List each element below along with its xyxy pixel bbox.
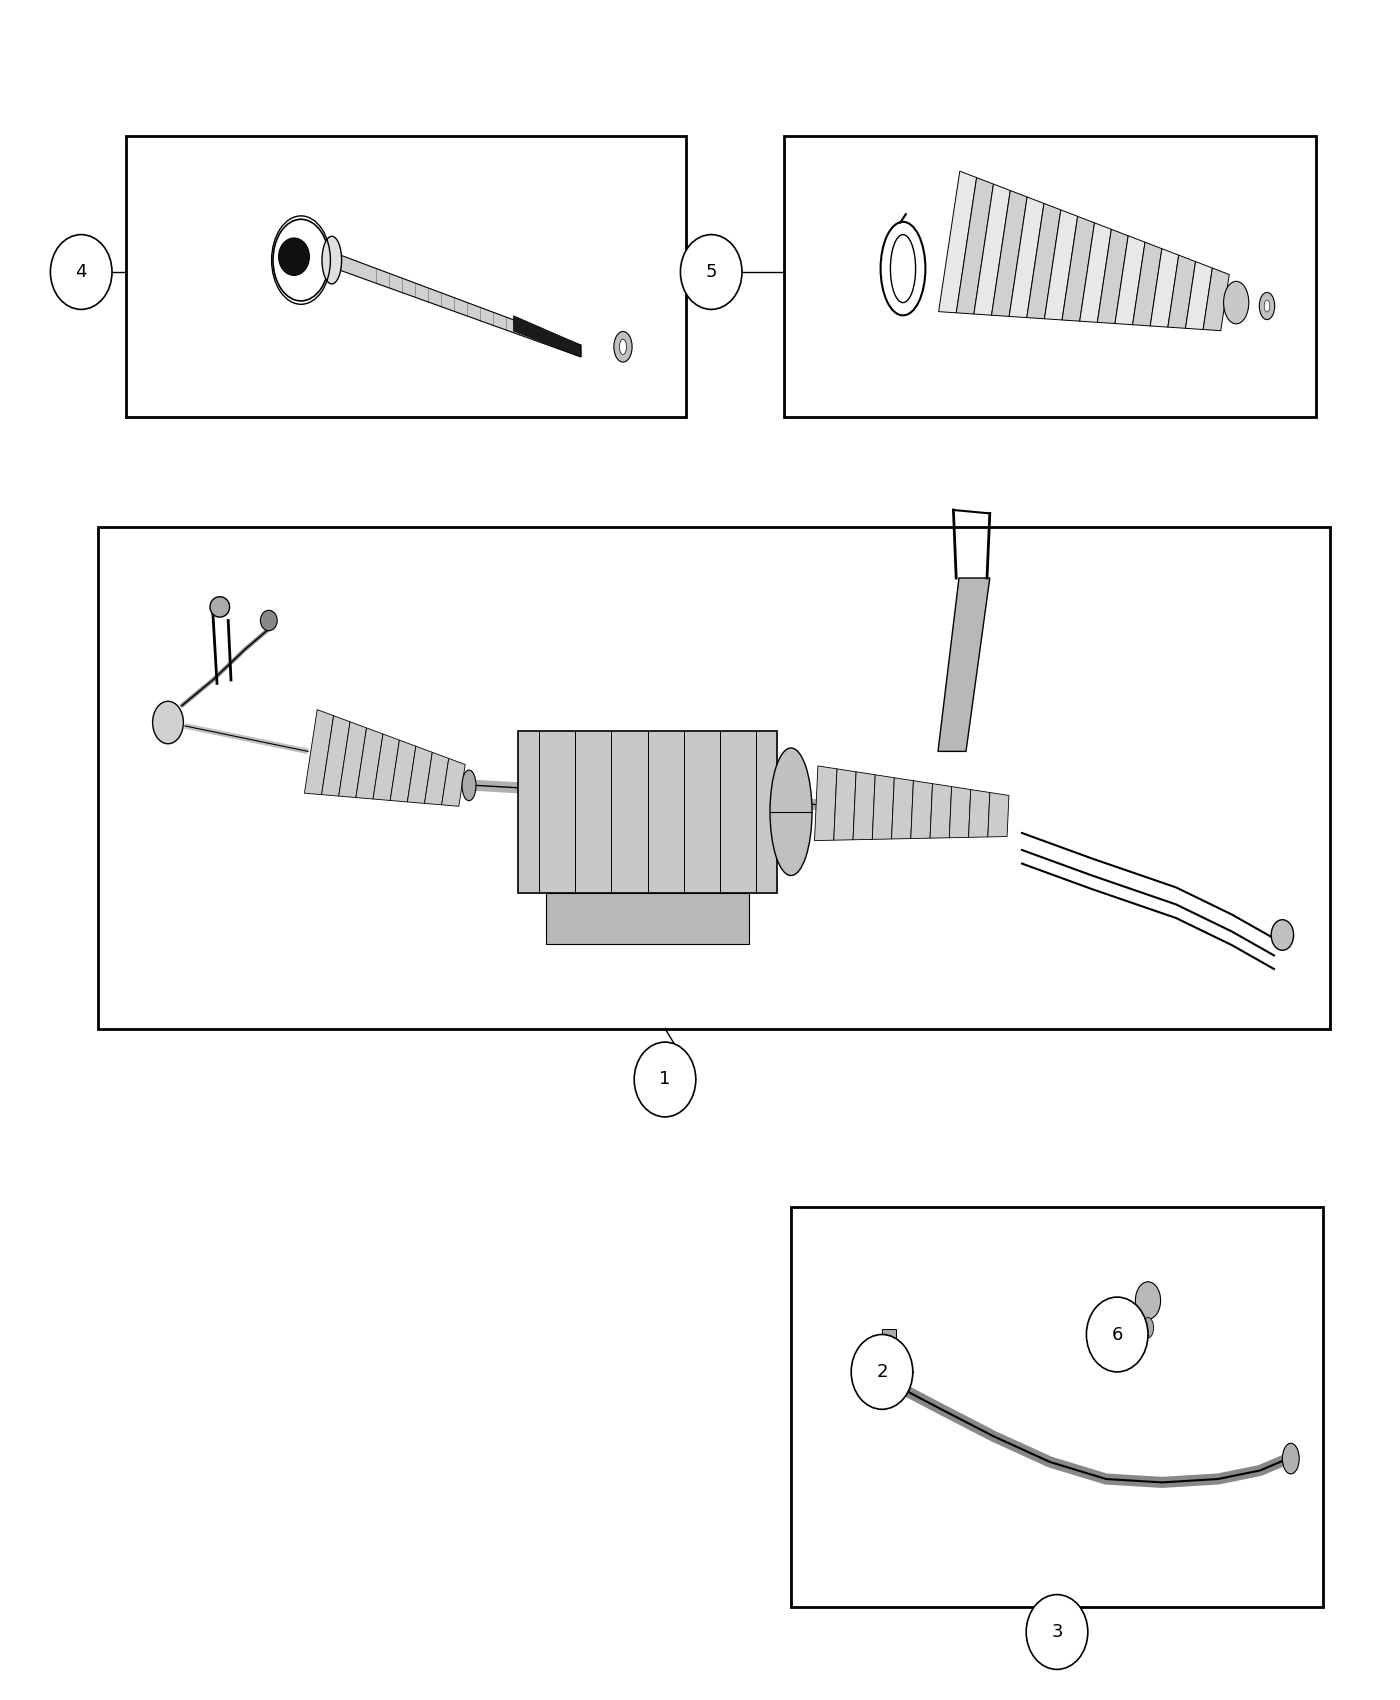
Polygon shape <box>1151 248 1179 326</box>
Polygon shape <box>938 578 990 751</box>
Polygon shape <box>514 316 581 357</box>
Polygon shape <box>892 777 913 840</box>
Ellipse shape <box>1142 1318 1154 1338</box>
Circle shape <box>50 235 112 309</box>
Bar <box>784 136 1316 416</box>
Ellipse shape <box>619 338 627 355</box>
Polygon shape <box>441 758 465 806</box>
Circle shape <box>1086 1297 1148 1372</box>
Polygon shape <box>407 746 433 804</box>
Polygon shape <box>815 767 837 840</box>
Text: 5: 5 <box>706 264 717 280</box>
Polygon shape <box>1203 269 1229 332</box>
Polygon shape <box>991 190 1028 316</box>
Polygon shape <box>956 177 994 314</box>
Polygon shape <box>322 716 350 796</box>
Ellipse shape <box>273 219 329 301</box>
Text: 4: 4 <box>76 264 87 280</box>
Ellipse shape <box>881 223 925 316</box>
Ellipse shape <box>613 332 633 362</box>
Polygon shape <box>1168 255 1196 328</box>
Bar <box>518 731 777 892</box>
Ellipse shape <box>153 702 183 745</box>
Polygon shape <box>1063 216 1095 321</box>
Polygon shape <box>304 709 333 794</box>
Ellipse shape <box>1224 282 1249 325</box>
Ellipse shape <box>1260 292 1275 320</box>
Polygon shape <box>339 722 367 797</box>
Polygon shape <box>911 780 932 838</box>
Polygon shape <box>872 775 895 840</box>
Polygon shape <box>1079 223 1112 323</box>
Ellipse shape <box>1271 920 1294 950</box>
Polygon shape <box>1114 236 1145 325</box>
Text: 6: 6 <box>1112 1326 1123 1343</box>
Polygon shape <box>1186 262 1212 330</box>
Polygon shape <box>834 768 855 840</box>
Ellipse shape <box>210 597 230 617</box>
Polygon shape <box>1044 209 1078 320</box>
Polygon shape <box>424 753 449 804</box>
Circle shape <box>634 1042 696 1117</box>
Text: 3: 3 <box>1051 1624 1063 1640</box>
Ellipse shape <box>260 610 277 631</box>
Polygon shape <box>988 792 1009 836</box>
Ellipse shape <box>1282 1443 1299 1474</box>
Text: 2: 2 <box>876 1363 888 1380</box>
Circle shape <box>1026 1595 1088 1669</box>
Polygon shape <box>1133 241 1162 326</box>
Bar <box>791 1207 1323 1606</box>
Polygon shape <box>938 172 977 313</box>
Polygon shape <box>853 772 875 840</box>
Polygon shape <box>340 255 581 357</box>
Polygon shape <box>969 789 990 838</box>
Ellipse shape <box>770 748 812 876</box>
Bar <box>875 1350 903 1377</box>
Polygon shape <box>974 184 1011 314</box>
Polygon shape <box>1009 197 1044 318</box>
Ellipse shape <box>279 238 309 275</box>
Polygon shape <box>356 728 384 799</box>
Ellipse shape <box>886 1365 900 1389</box>
Bar <box>98 527 1330 1028</box>
Ellipse shape <box>890 235 916 303</box>
Ellipse shape <box>462 770 476 801</box>
Polygon shape <box>391 740 416 802</box>
Bar <box>126 136 686 416</box>
Polygon shape <box>949 787 970 838</box>
Circle shape <box>680 235 742 309</box>
Ellipse shape <box>1135 1282 1161 1319</box>
Ellipse shape <box>1264 299 1270 313</box>
Polygon shape <box>930 784 952 838</box>
Ellipse shape <box>322 236 342 284</box>
Polygon shape <box>1098 230 1128 323</box>
Polygon shape <box>372 734 399 801</box>
Bar <box>546 892 749 944</box>
Polygon shape <box>1026 204 1061 320</box>
Circle shape <box>851 1334 913 1409</box>
Bar <box>882 1329 896 1350</box>
Text: 1: 1 <box>659 1071 671 1088</box>
